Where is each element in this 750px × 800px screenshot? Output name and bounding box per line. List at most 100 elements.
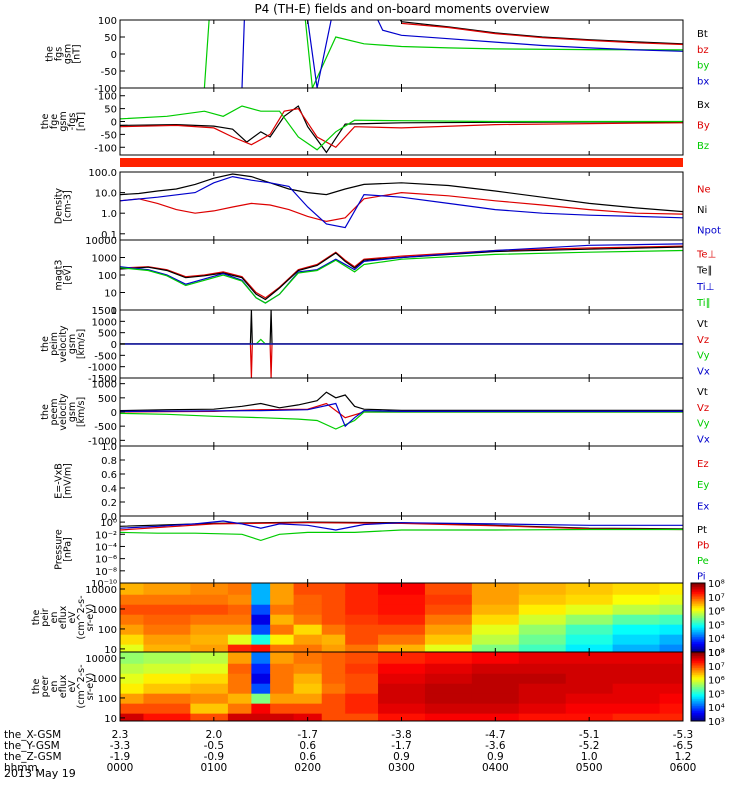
legend-bt: Bt [697,29,708,40]
y-tick-label: 0.2 [101,498,117,509]
colorbar-segment [691,605,705,608]
heatmap-cell [227,634,252,645]
heatmap-cell [424,634,473,645]
heatmap-cell [251,594,271,605]
heatmap-cell [293,594,323,605]
y-tick-label: 100 [98,625,117,636]
heatmap-cell [190,604,229,615]
heatmap-cell [378,663,426,674]
heatmap-cell [293,583,323,595]
colorbar-segment [691,691,705,694]
heatmap-cell [227,624,252,635]
colorbar-segment [691,717,705,720]
heatmap-cell [190,644,229,652]
y-axis-label: the [40,336,51,352]
heatmap-cell [612,652,661,664]
y-tick-label: 0.4 [101,484,117,495]
colorbar-segment [691,622,705,625]
y-axis-label: [mV/m] [63,463,74,499]
heatmap-cell [120,594,144,605]
heatmap-cell [471,604,520,615]
colorbar-segment [691,653,705,656]
colorbar-tick-label: 10⁸ [708,648,725,659]
heatmap-cell [424,624,473,635]
heatmap-cell [143,703,191,714]
heatmap-cell [424,713,473,721]
heatmap-cell [190,583,229,595]
heatmap-cell [227,703,252,714]
colorbar-segment [691,705,705,708]
y-axis-label: fgs [54,47,65,61]
heatmap-cell [565,604,614,615]
series-bx-line [120,105,683,154]
colorbar-segment [691,607,705,610]
y-axis-label: sr-eV) [85,673,96,701]
heatmap-cell [120,614,144,625]
y-tick-label: -1500 [88,374,117,385]
colorbar-segment [691,677,705,681]
heatmap-cell [659,634,683,645]
y-tick-label: 100.0 [88,168,117,179]
y-axis-label: [cm-3] [63,190,74,221]
colorbar-segment [691,696,705,700]
y-axis-label: en [49,612,60,624]
colorbar-segment [691,676,705,679]
axis-tick-label: 2.0 [205,729,222,741]
colorbar-segment [691,683,705,686]
axis-tick-label: -6.5 [673,740,694,752]
heatmap-cell [565,634,614,645]
chart-title: P4 (TH-E) fields and on-board moments ov… [254,2,549,16]
heatmap-cell [659,713,683,721]
y-axis-label: E=-VxB [54,463,65,498]
colorbar-segment [691,638,705,641]
heatmap-cell [251,663,271,674]
heatmap-cell [120,713,144,721]
colorbar-segment [691,714,705,717]
heatmap-cell [471,624,520,635]
y-tick-label: 500 [98,329,117,340]
panel-peem: Vt Vz Vy Vx 1000 500 0 -500 -1000 thepeemvelocity… [40,377,710,447]
heatmap-cell [565,683,614,694]
heatmap-cell [270,713,295,721]
heatmap-cell [251,583,271,595]
colorbar-segment [691,596,705,600]
colorbar-segment [691,648,705,651]
y-tick-label: 10⁻⁴ [95,542,117,553]
date-label: 2013 May 19 [4,767,76,780]
colorbar-segment [691,603,705,606]
colorbar-segment [691,584,705,587]
colorbar-segment [691,608,705,612]
colorbar-tick-label: 10⁷ [708,593,725,604]
legend-pi: Pi [697,572,706,583]
separator-bar [120,158,683,167]
heatmap-cell [321,614,346,625]
colorbar-segment [691,588,705,591]
colorbar-segment [691,693,705,696]
y-tick-label: 0.6 [101,470,117,481]
y-tick-label: 0 [111,408,117,419]
colorbar-segment [691,686,705,689]
colorbar-segment [691,591,705,594]
panel-efield: Ez Ey Ex 1.0 0.8 0.6 0.4 0.2 0.0 E=-VxB[mV/m] [54,442,710,523]
heatmap-cell [293,614,323,625]
y-tick-label: 50 [104,105,117,116]
axis-row-label: the_X-GSM [4,729,61,741]
heatmap-cell [565,693,614,704]
legend-pe: Pe [697,556,709,567]
y-tick-label: 0 [111,50,117,61]
heatmap-cell [659,614,683,625]
heatmap-cell [270,683,295,694]
y-axis-label: eflux [58,605,69,629]
colorbar-segment [691,626,705,629]
heatmap-cell [612,663,661,674]
heatmap-cell [120,703,144,714]
panel-frame [119,19,684,89]
y-tick-label: 10⁻² [95,530,117,541]
panel-peir: 10⁸10⁷10⁶10⁵10⁴10³10000100010010thepeire… [31,579,725,659]
heatmap-cell [424,703,473,714]
heatmap-cell [270,594,295,605]
axis-tick-label: -1.7 [297,729,318,741]
heatmap-cell [659,604,683,615]
y-tick-label: -1000 [88,436,117,447]
y-tick-label: 0.8 [101,456,117,467]
